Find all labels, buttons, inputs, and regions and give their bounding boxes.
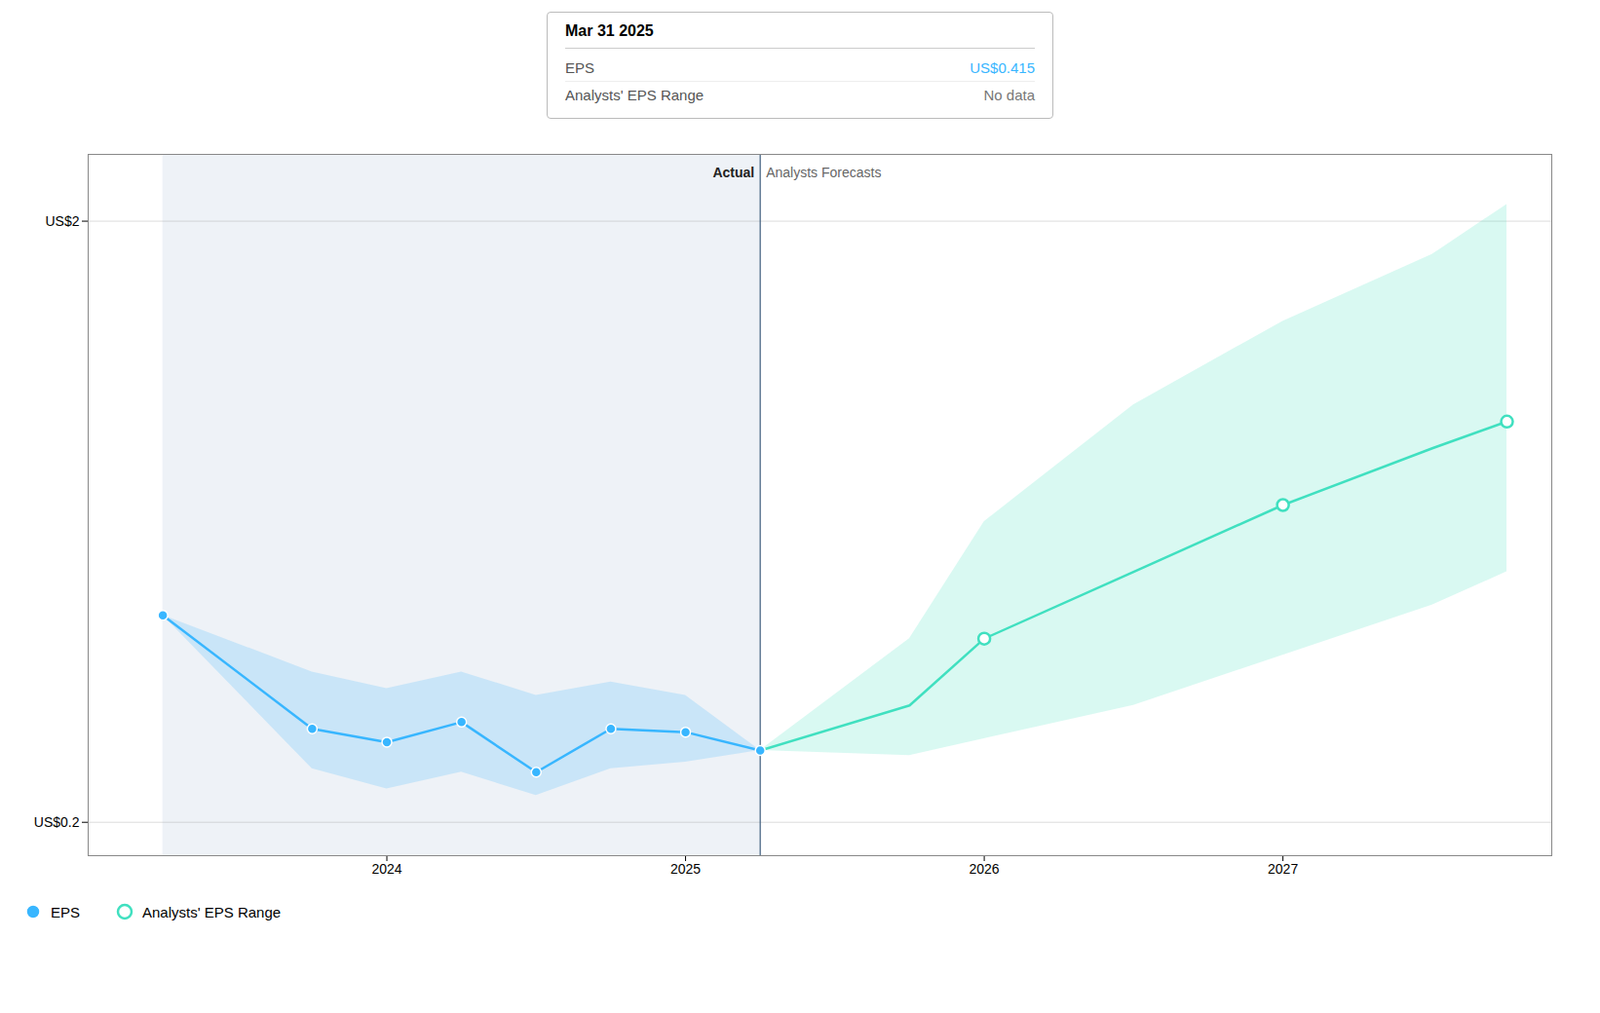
html-text:Analysts' EPS Range: Analysts' EPS Range (565, 86, 704, 104)
svg-text:2025: 2025 (670, 861, 701, 877)
html-text:EPS: EPS (565, 59, 595, 77)
svg-text:US$0.2: US$0.2 (34, 814, 80, 831)
svg-text:2026: 2026 (969, 861, 1000, 877)
svg-text:2024: 2024 (371, 861, 402, 877)
html-text:US$0.415: US$0.415 (969, 59, 1035, 77)
svg-text:Analysts Forecasts: Analysts Forecasts (765, 164, 881, 181)
svg-text:2027: 2027 (1267, 861, 1298, 877)
html-text:No data: No data (983, 86, 1035, 104)
svg-text:Actual: Actual (712, 164, 755, 181)
html-text:Analysts' EPS Range: Analysts' EPS Range (142, 903, 281, 921)
svg-text:US$2: US$2 (44, 213, 79, 229)
html-text:EPS: EPS (50, 903, 80, 921)
html-text:Mar 31 2025: Mar 31 2025 (565, 22, 654, 39)
